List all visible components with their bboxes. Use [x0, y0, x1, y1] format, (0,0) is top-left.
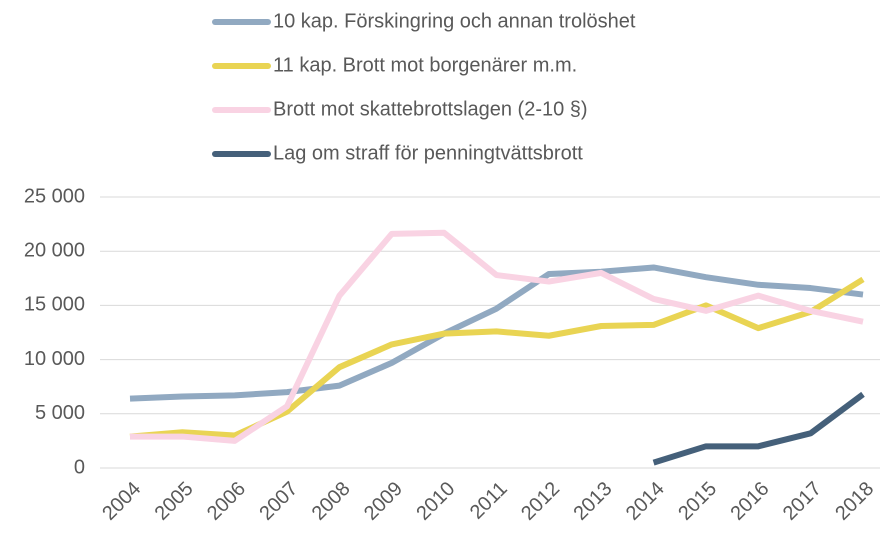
x-tick-label: 2007 — [255, 478, 302, 525]
legend-label: 10 kap. Förskingring och annan trolöshet — [273, 10, 636, 32]
x-tick-label: 2005 — [151, 478, 198, 525]
x-tick-label: 2016 — [727, 478, 774, 525]
y-tick-label: 25 000 — [24, 185, 85, 207]
x-tick-label: 2015 — [674, 478, 721, 525]
line-series — [652, 391, 865, 466]
y-tick-label: 0 — [74, 456, 85, 478]
x-tick-label: 2014 — [622, 478, 669, 525]
line-series — [129, 276, 865, 440]
x-tick-label: 2013 — [569, 478, 616, 525]
x-tick-label: 2017 — [779, 478, 826, 525]
legend-label: Brott mot skattebrottslagen (2-10 §) — [273, 98, 588, 120]
x-tick-label: 2006 — [203, 478, 250, 525]
x-tick-label: 2009 — [360, 478, 407, 525]
y-tick-label: 15 000 — [24, 294, 85, 316]
legend-label: Lag om straff för penningtvättsbrott — [273, 142, 583, 164]
y-tick-label: 5 000 — [35, 402, 85, 424]
x-tick-label: 2004 — [98, 478, 145, 525]
x-tick-label: 2012 — [517, 478, 564, 525]
x-tick-label: 2008 — [308, 478, 355, 525]
x-tick-label: 2010 — [412, 478, 459, 525]
y-tick-label: 20 000 — [24, 239, 85, 261]
line-series — [129, 264, 864, 402]
x-tick-label: 2011 — [466, 478, 512, 524]
legend-label: 11 kap. Brott mot borgenärer m.m. — [273, 54, 577, 76]
x-tick-label: 2018 — [831, 478, 878, 525]
line-series — [130, 229, 864, 444]
y-tick-label: 10 000 — [24, 348, 85, 370]
